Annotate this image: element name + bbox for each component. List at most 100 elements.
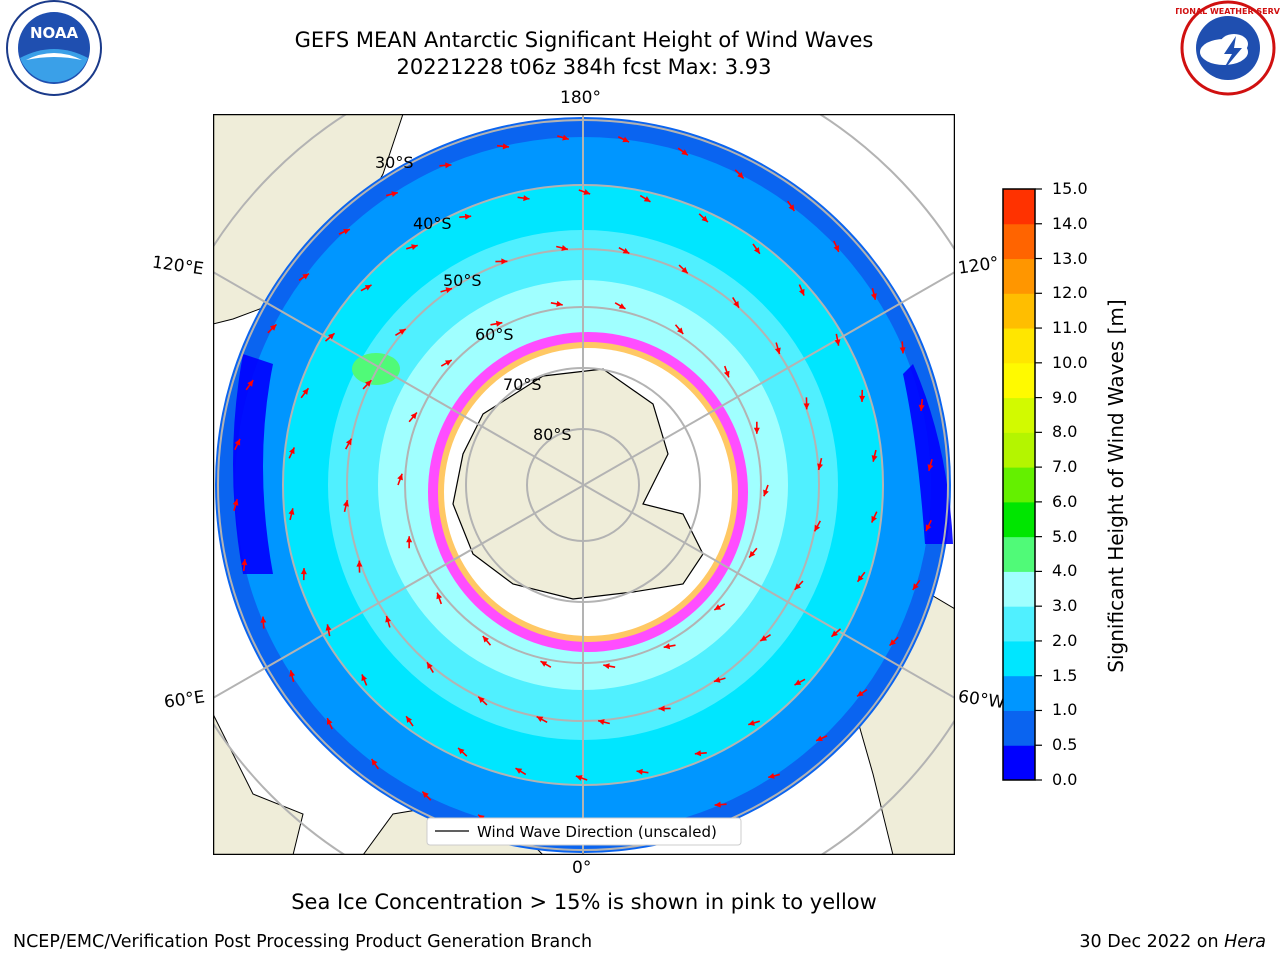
wave-arrow-head: [733, 300, 739, 308]
colorbar-tick-label: 9.0: [1052, 387, 1078, 407]
colorbar-tick-label: 1.0: [1052, 700, 1078, 720]
polar-map: 30°S 40°S 50°S 60°S 70°S 80°S Wind Wave …: [213, 114, 955, 855]
wave-arrow-head: [753, 427, 760, 434]
wave-arrow-head: [361, 674, 368, 682]
wave-arrow-head: [794, 583, 801, 590]
wave-arrow-head: [482, 636, 489, 643]
wave-arrow-head: [343, 228, 350, 235]
wave-arrow-head: [834, 339, 841, 346]
wave-arrow-head: [658, 705, 665, 712]
wave-arrow-head: [515, 768, 523, 774]
wave-arrow-head: [918, 404, 925, 411]
wave-arrow-head: [925, 524, 932, 532]
wave-arrow-head: [749, 550, 756, 558]
colorbar-block: [1003, 432, 1035, 468]
nws-logo: NATIONAL WEATHER SERVICE: [1176, 0, 1280, 96]
colorbar-tick-label: 7.0: [1052, 457, 1078, 477]
wave-arrow-head: [857, 690, 864, 697]
wave-arrow-head: [410, 412, 417, 420]
colorbar-block: [1003, 606, 1035, 642]
date-value: 30 Dec 2022 on: [1079, 932, 1219, 952]
chart-subtitle: 20221228 t06z 384h fcst Max: 3.93: [396, 55, 772, 79]
wave-arrow-head: [562, 134, 569, 141]
wave-arrow-head: [760, 635, 768, 641]
map-legend: Wind Wave Direction (unscaled): [426, 817, 742, 846]
wave-arrow-head: [288, 508, 295, 515]
colorbar-tick-label: 0.5: [1052, 735, 1078, 755]
wave-arrow-head: [763, 489, 769, 497]
wave-arrow-head: [713, 676, 721, 683]
wave-arrow-head: [478, 696, 485, 703]
colorbar-tick-label: 6.0: [1052, 491, 1078, 511]
colorbar-block: [1003, 675, 1035, 711]
wave-arrow-head: [241, 559, 248, 566]
wave-arrow-head: [677, 327, 684, 334]
wave-arrow-head: [556, 300, 563, 307]
wave-arrow-head: [927, 464, 934, 471]
wave-arrow-head: [342, 500, 349, 507]
wave-arrow-head: [247, 380, 254, 387]
wave-arrow-head: [302, 388, 309, 395]
wave-arrow-head: [345, 438, 352, 446]
lon-label-120w: 120°: [956, 253, 1001, 279]
wave-arrow-head: [622, 247, 630, 254]
wave-arrow-head: [575, 775, 583, 781]
wave-arrow-head: [871, 515, 877, 523]
wave-arrow-head: [598, 719, 605, 726]
lon-label-180: 180°: [560, 88, 601, 108]
wave-arrow-head: [436, 592, 443, 600]
wave-arrow-head: [857, 575, 864, 582]
wave-arrow-head: [398, 329, 406, 335]
wave-arrow-head: [427, 662, 433, 670]
wave-arrow-head: [495, 320, 503, 327]
wave-arrow-head: [681, 149, 688, 156]
legend-label: Wind Wave Direction (unscaled): [477, 823, 717, 841]
wave-arrow-head: [753, 247, 760, 254]
lat-label-80s: 80°S: [533, 425, 572, 444]
date-text: 30 Dec 2022 on Hera: [1079, 932, 1266, 952]
colorbar-tick-label: 11.0: [1052, 318, 1088, 338]
colorbar-block: [1003, 467, 1035, 503]
wave-arrow-head: [502, 143, 509, 150]
wave-arrow-head: [302, 273, 309, 280]
colorbar-tick-label: 1.5: [1052, 665, 1078, 685]
wave-arrow-head: [870, 293, 877, 300]
nws-logo-text: NATIONAL WEATHER SERVICE: [1176, 7, 1280, 16]
wave-arrow-head: [681, 267, 688, 274]
graticule: [213, 114, 955, 855]
wave-arrow-head: [406, 536, 413, 543]
colorbar-block: [1003, 640, 1035, 677]
lon-label-60e: 60°E: [162, 687, 207, 713]
colorbar-block: [1003, 710, 1035, 746]
wave-arrow-head: [803, 403, 810, 410]
wave-arrow-head: [794, 679, 802, 686]
wave-arrow-head: [234, 438, 241, 446]
wave-arrow-head: [714, 801, 721, 808]
wave-arrow-head: [816, 735, 823, 742]
wave-arrow-head: [583, 189, 591, 195]
colorbar-block: [1003, 397, 1035, 433]
machine-name: Hera: [1224, 932, 1266, 952]
lat-label-40s: 40°S: [413, 214, 452, 233]
colorbar-tick-label: 4.0: [1052, 561, 1078, 581]
wave-arrow-head: [889, 639, 896, 646]
wave-arrow-head: [365, 380, 372, 387]
wave-arrow-head: [458, 747, 465, 755]
wave-arrow-head: [464, 213, 472, 220]
wave-arrow-head: [723, 370, 730, 378]
wave-arrow-head: [406, 716, 413, 723]
wave-arrow-head: [325, 624, 332, 631]
wave-arrow-head: [817, 463, 824, 470]
wave-arrow-head: [536, 716, 544, 723]
colorbar-block: [1003, 501, 1035, 538]
wave-arrow-head: [289, 447, 295, 455]
wave-arrow-head: [391, 191, 398, 198]
colorbar-tick-label: 14.0: [1052, 213, 1088, 233]
wave-arrow-head: [385, 615, 392, 623]
colorbar-tick-label: 13.0: [1052, 248, 1088, 268]
wave-arrow-head: [748, 720, 755, 726]
wave-arrow-head: [701, 215, 708, 223]
chart-title: GEFS MEAN Antarctic Significant Height o…: [294, 28, 874, 52]
wave-arrow-head: [618, 303, 626, 309]
colorbar-block: [1003, 328, 1035, 364]
